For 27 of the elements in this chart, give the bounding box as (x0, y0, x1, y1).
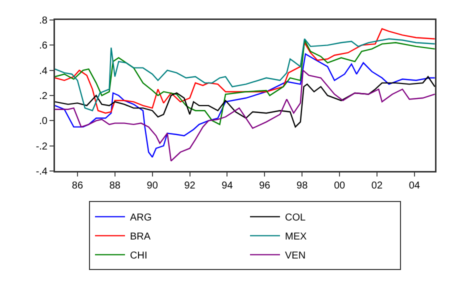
x-tick-label: 96 (259, 180, 271, 192)
y-tick-label: -.2 (36, 141, 48, 152)
x-tick-label: 98 (296, 180, 308, 192)
y-tick-label: .0 (39, 116, 48, 128)
x-tick-label: 88 (109, 180, 121, 192)
y-tick-label: .4 (39, 66, 48, 77)
legend-label: CHI (130, 250, 148, 262)
x-tick-label: 04 (408, 180, 420, 192)
y-tick-label: .8 (39, 16, 48, 26)
y-tick-label: -.4 (36, 166, 48, 178)
x-tick-label: 00 (334, 180, 346, 192)
line-series (55, 53, 435, 158)
x-tick-label: 94 (222, 180, 234, 192)
x-tick-label: 02 (371, 180, 383, 192)
line-series (55, 40, 435, 126)
y-tick-label: .2 (39, 91, 48, 102)
legend-label: MEX (285, 232, 307, 243)
x-tick-label: 90 (146, 180, 158, 192)
legend-label: VEN (285, 250, 306, 262)
x-tick-label: 86 (72, 180, 84, 192)
legend-label: ARG (130, 212, 152, 224)
x-tick-label: 92 (184, 180, 196, 192)
line-series (55, 76, 435, 128)
legend-label: COL (285, 212, 306, 224)
line-series (55, 70, 435, 162)
legend-label: BRA (130, 232, 151, 243)
y-tick-label: .6 (39, 40, 48, 52)
